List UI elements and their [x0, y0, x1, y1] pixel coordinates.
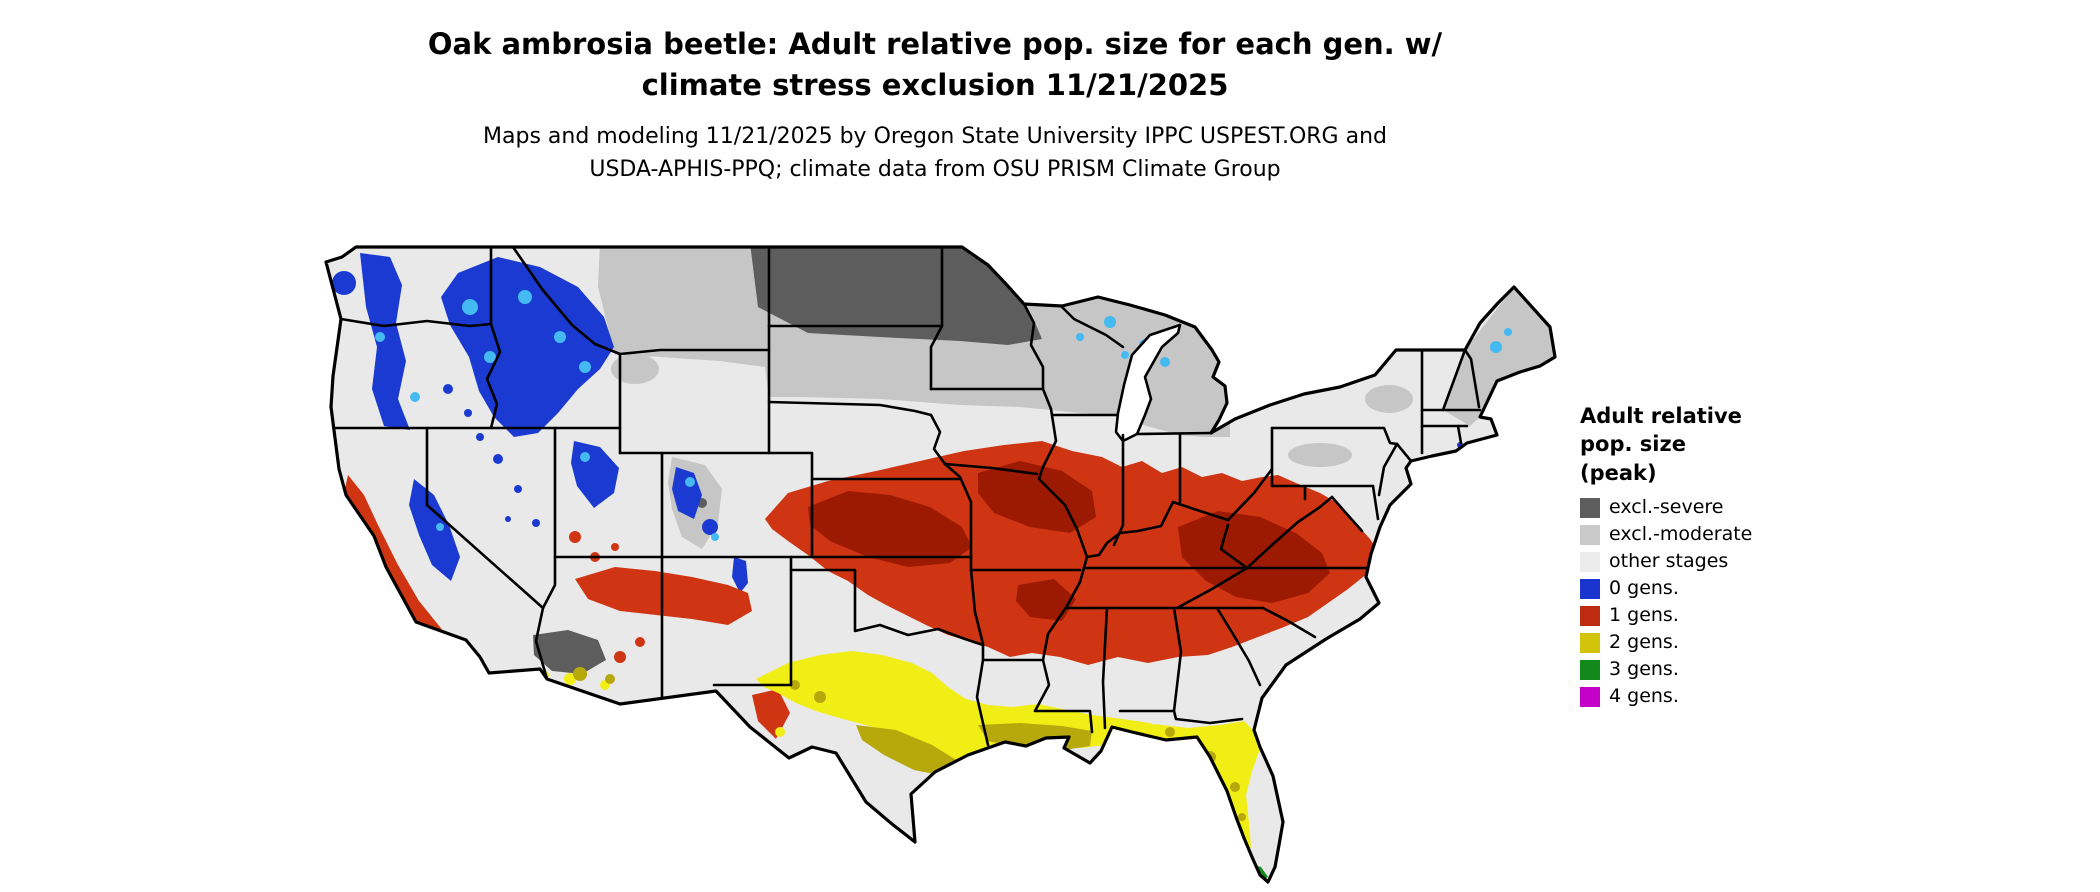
legend-label: 1 gens.	[1609, 604, 1679, 627]
legend-swatch-1-gens	[1580, 605, 1600, 626]
legend-title-line2: pop. size	[1580, 432, 1686, 457]
lake-michigan	[1114, 323, 1182, 443]
legend-swatch-excl-moderate	[1580, 524, 1600, 545]
map-title: Oak ambrosia beetle: Adult relative pop.…	[0, 24, 1870, 106]
legend-label: excl.-severe	[1609, 496, 1724, 519]
legend: Adult relative pop. size (peak) excl.-se…	[1580, 402, 1840, 713]
legend-label: other stages	[1609, 550, 1729, 573]
map-container	[320, 226, 1560, 888]
title-block: Oak ambrosia beetle: Adult relative pop.…	[0, 24, 1870, 186]
legend-item-0-gens: 0 gens.	[1580, 578, 1840, 599]
us-population-map	[324, 245, 1557, 884]
state-borders	[329, 247, 1482, 747]
legend-title: Adult relative pop. size (peak)	[1580, 402, 1840, 487]
map-layer-0-gens	[332, 253, 1491, 593]
legend-swatch-2-gens	[1580, 632, 1600, 653]
legend-item-excl-severe: excl.-severe	[1580, 497, 1840, 518]
legend-item-other-stages: other stages	[1580, 551, 1840, 572]
legend-swatch-0-gens	[1580, 578, 1600, 599]
map-title-line1: Oak ambrosia beetle: Adult relative pop.…	[427, 27, 1443, 61]
map-layer-lightblue-patches	[375, 290, 1512, 541]
map-subtitle: Maps and modeling 11/21/2025 by Oregon S…	[0, 120, 1870, 186]
map-data-layers	[326, 247, 1555, 882]
map-subtitle-line2: USDA-APHIS-PPQ; climate data from OSU PR…	[589, 157, 1281, 183]
map-title-line2: climate stress exclusion 11/21/2025	[641, 68, 1229, 103]
legend-item-1-gens: 1 gens.	[1580, 605, 1840, 626]
legend-swatch-3-gens	[1580, 659, 1600, 680]
map-subtitle-line1: Maps and modeling 11/21/2025 by Oregon S…	[483, 124, 1387, 150]
map-layer-1-gens-core	[808, 461, 1330, 621]
legend-title-line3: (peak)	[1580, 460, 1657, 485]
legend-title-line1: Adult relative	[1580, 404, 1742, 428]
legend-item-2-gens: 2 gens.	[1580, 632, 1840, 653]
legend-label: 4 gens.	[1609, 685, 1679, 708]
legend-swatch-excl-severe	[1580, 497, 1600, 518]
legend-swatch-4-gens	[1580, 686, 1600, 707]
legend-item-excl-moderate: excl.-moderate	[1580, 524, 1840, 545]
legend-swatch-other-stages	[1580, 551, 1600, 572]
legend-label: 0 gens.	[1609, 577, 1679, 600]
legend-label: 2 gens.	[1609, 631, 1679, 654]
legend-item-3-gens: 3 gens.	[1580, 659, 1840, 680]
legend-label: excl.-moderate	[1609, 523, 1753, 546]
legend-label: 3 gens.	[1609, 658, 1679, 681]
legend-item-4-gens: 4 gens.	[1580, 686, 1840, 707]
